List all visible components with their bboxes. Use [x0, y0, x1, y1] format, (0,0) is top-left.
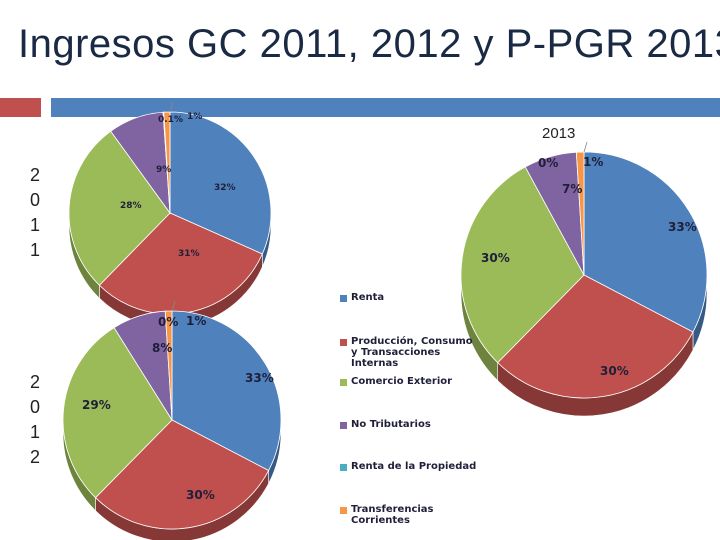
legend-swatch — [340, 339, 347, 346]
legend-label: Transferencias Corrientes — [351, 504, 434, 526]
data-label-transferencias: 1% — [186, 314, 206, 328]
legend-item-transferencias: Transferencias Corrientes — [340, 504, 479, 526]
accent-bar-red — [0, 98, 41, 117]
year-digit: 1 — [30, 422, 41, 442]
data-label-transferencias: 1% — [583, 155, 603, 169]
page-title: Ingresos GC 2011, 2012 y P-PGR 2013 — [18, 22, 720, 66]
legend-item-renta: Renta — [340, 292, 479, 303]
data-label-produccion: 31% — [178, 249, 200, 259]
pie-slice-comercio — [62, 327, 173, 499]
legend-item-produccion: Producción, Consumo y Transacciones Inte… — [340, 336, 479, 369]
data-label-produccion: 30% — [186, 488, 215, 502]
legend-label: No Tributarios — [351, 419, 431, 430]
legend-label: Producción, Consumo y Transacciones Inte… — [351, 336, 473, 369]
data-label-renta: 33% — [245, 371, 274, 385]
legend-swatch — [340, 464, 347, 471]
pie-slice-renta — [583, 151, 708, 333]
leader-line — [583, 141, 588, 153]
pie-slice-transferencias — [163, 111, 171, 214]
pie-slice-comercio — [68, 130, 171, 286]
legend-swatch — [340, 379, 347, 386]
pie-slice-transferencias — [164, 310, 173, 421]
year-label-2012: 2 0 1 2 — [30, 370, 40, 470]
pie-slice-renta — [169, 111, 272, 255]
pie-slice-comercio — [460, 166, 585, 364]
pie-2012: 33% 30% 29% 8% 0% 1% — [62, 300, 282, 540]
pie-slice-produccion — [94, 419, 270, 530]
legend-swatch — [340, 295, 347, 302]
data-label-renta: 32% — [214, 183, 236, 193]
legend-item-no_tributarios: No Tributarios — [340, 419, 479, 430]
legend-label: Renta de la Propiedad — [351, 461, 477, 472]
year-label-2011: 2 0 1 1 — [30, 163, 40, 263]
data-label-comercio: 30% — [481, 251, 510, 265]
year-digit: 2 — [30, 165, 41, 185]
data-label-no_tributarios: 7% — [562, 182, 582, 196]
legend-label: Comercio Exterior — [351, 376, 453, 387]
data-label-renta: 33% — [668, 220, 697, 234]
data-label-renta_propiedad: 0% — [538, 156, 558, 170]
data-label-no_tributarios: 9% — [156, 165, 171, 175]
pie-2013: 33% 30% 30% 7% 0% 1% — [460, 141, 708, 417]
year-digit: 2 — [30, 372, 41, 392]
pie-slice-produccion — [497, 274, 694, 399]
legend-label: Renta — [351, 292, 385, 303]
data-label-produccion: 30% — [600, 364, 629, 378]
data-label-no_tributarios: 8% — [152, 341, 172, 355]
pie-slice-renta — [171, 310, 282, 472]
pie-2011: 32% 31% 28% 9% 0.1% 1% — [68, 101, 272, 328]
legend-swatch — [340, 422, 347, 429]
year-digit: 1 — [30, 215, 41, 235]
leader-line — [171, 300, 176, 312]
year-digit: 1 — [30, 240, 41, 260]
legend-swatch — [340, 507, 347, 514]
data-label-comercio: 29% — [82, 398, 111, 412]
data-label-renta_propiedad: 0% — [158, 315, 178, 329]
accent-bar-blue — [51, 98, 720, 117]
year-label-2013: 2013 — [542, 125, 576, 142]
data-label-renta_propiedad: 0.1% — [158, 115, 183, 125]
legend-item-renta_propiedad: Renta de la Propiedad — [340, 461, 479, 472]
pie-slice-transferencias — [575, 151, 585, 276]
year-digit: 2 — [30, 447, 41, 467]
leader-line — [169, 101, 174, 113]
legend-item-comercio: Comercio Exterior — [340, 376, 479, 387]
year-digit: 0 — [30, 397, 41, 417]
year-digit: 0 — [30, 190, 41, 210]
data-label-comercio: 28% — [120, 201, 142, 211]
data-label-transferencias: 1% — [187, 112, 202, 122]
